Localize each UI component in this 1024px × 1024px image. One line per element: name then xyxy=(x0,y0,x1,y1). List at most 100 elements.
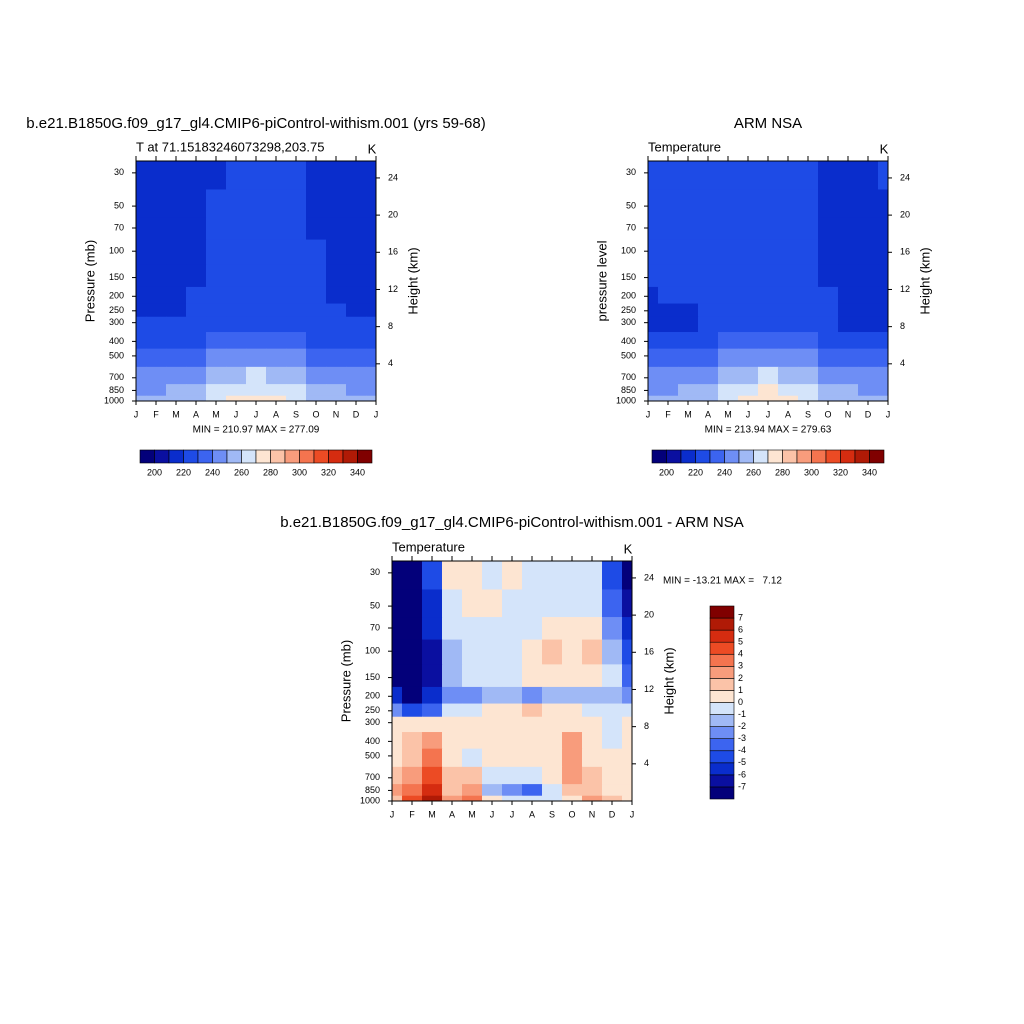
x-tick-label: M xyxy=(724,409,732,419)
contour-cell xyxy=(622,664,633,688)
contour-cell xyxy=(648,217,659,241)
contour-cell xyxy=(402,795,423,802)
colorbar-box xyxy=(709,786,735,800)
contour-cell xyxy=(698,189,719,218)
contour-cell xyxy=(582,716,603,733)
colorbar-box xyxy=(357,449,373,464)
contour-cell xyxy=(146,332,167,350)
contour-cell xyxy=(146,316,167,333)
contour-cell xyxy=(522,617,543,641)
contour-cell xyxy=(462,639,483,665)
y-tick-label: 30 xyxy=(370,567,380,577)
x-tick-label: J xyxy=(234,409,239,419)
contour-cell xyxy=(146,384,167,397)
contour-cell xyxy=(246,189,267,218)
contour-cell xyxy=(522,561,543,590)
contour-cell xyxy=(206,303,227,318)
contour-cell xyxy=(878,286,889,305)
contour-cell xyxy=(648,239,659,265)
contour-cell xyxy=(622,589,633,618)
contour-cell xyxy=(818,316,839,333)
contour-cell xyxy=(622,766,633,785)
x-tick-label: M xyxy=(428,809,436,819)
contour-cell xyxy=(858,286,879,305)
contour-cell xyxy=(582,703,603,718)
contour-cell xyxy=(878,332,889,350)
contour-cell xyxy=(306,366,327,385)
contour-cell xyxy=(402,748,423,768)
contour-cell xyxy=(482,732,503,750)
contour-cell xyxy=(266,189,287,218)
colorbar-label: 320 xyxy=(833,467,848,477)
contour-cell xyxy=(502,795,523,802)
contour-cell xyxy=(346,348,367,368)
contour-cell xyxy=(402,561,423,590)
contour-cell xyxy=(648,384,659,397)
colorbar-box xyxy=(183,449,199,464)
contour-cell xyxy=(858,161,879,190)
contour-cell xyxy=(482,686,503,705)
colorbar-label: 5 xyxy=(738,637,743,647)
contour-cell xyxy=(186,384,207,397)
colorbar-box xyxy=(709,449,725,464)
contour-cell xyxy=(166,161,187,190)
contour-cell xyxy=(442,664,463,688)
colorbar-label: 220 xyxy=(688,467,703,477)
contour-cell xyxy=(838,332,859,350)
contour-cell xyxy=(582,561,603,590)
contour-cell xyxy=(186,366,207,385)
contour-cell xyxy=(226,316,247,333)
x-tick-label: S xyxy=(549,809,555,819)
colorbar-box xyxy=(651,449,667,464)
contour-cell xyxy=(482,795,503,802)
contour-cell xyxy=(462,795,483,802)
contour-cell xyxy=(402,784,423,797)
contour-cell xyxy=(838,303,859,318)
contour-cell xyxy=(286,384,307,397)
contour-cell xyxy=(246,264,267,288)
contour-cell xyxy=(306,264,327,288)
y-tick-label: 100 xyxy=(109,246,124,256)
contour-cell xyxy=(778,316,799,333)
contour-cell xyxy=(818,286,839,305)
contour-cell xyxy=(206,161,227,190)
y-tick-label: 200 xyxy=(109,291,124,301)
x-tick-label: J xyxy=(490,809,495,819)
contour-cell xyxy=(502,784,523,797)
contour-cell xyxy=(758,264,779,288)
x-tick-label: J xyxy=(766,409,771,419)
x-tick-label: J xyxy=(510,809,515,819)
contour-cell xyxy=(738,189,759,218)
contour-cell xyxy=(266,316,287,333)
contour-cell xyxy=(658,348,679,368)
y-tick-label: 500 xyxy=(621,350,636,360)
stats: MIN = 210.97 MAX = 277.09 xyxy=(193,425,320,436)
contour-cell xyxy=(146,161,167,190)
contour-cell xyxy=(206,395,227,402)
contour-cell xyxy=(146,303,167,318)
contour-cell xyxy=(522,732,543,750)
contour-cell xyxy=(858,303,879,318)
contour-cell xyxy=(346,366,367,385)
contour-cell xyxy=(658,395,679,402)
contour-cell xyxy=(286,161,307,190)
contour-cell xyxy=(602,784,623,797)
contour-cell xyxy=(266,239,287,265)
contour-cell xyxy=(582,664,603,688)
contour-cell xyxy=(166,189,187,218)
contour-cell xyxy=(582,784,603,797)
contour-cell xyxy=(346,332,367,350)
contour-cell xyxy=(146,395,167,402)
contour-cell xyxy=(698,348,719,368)
y-tick-label: 400 xyxy=(621,336,636,346)
contour-cell xyxy=(206,189,227,218)
contour-cell xyxy=(422,617,443,641)
contour-cell xyxy=(206,384,227,397)
contour-cell xyxy=(366,303,377,318)
contour-cell xyxy=(738,161,759,190)
contour-cell xyxy=(286,264,307,288)
colorbar-box xyxy=(709,738,735,752)
contour-cell xyxy=(166,316,187,333)
contour-cell xyxy=(422,784,443,797)
contour-cell xyxy=(392,732,403,750)
